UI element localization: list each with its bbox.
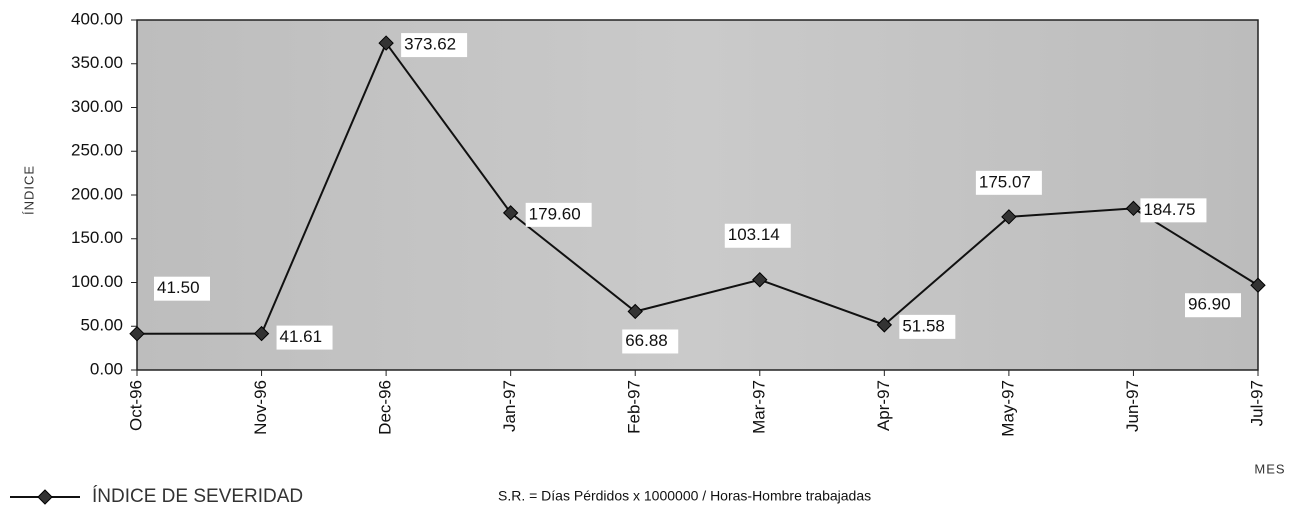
- series-line: [136, 41, 1259, 335]
- x-tick-label: Jan-97: [500, 380, 519, 432]
- x-tick-label: Mar-97: [749, 380, 768, 434]
- marker: [627, 303, 643, 320]
- y-tick-label: 400.00: [71, 9, 123, 28]
- legend-label: ÍNDICE DE SEVERIDAD: [92, 486, 303, 507]
- x-tick-label: Dec-96: [376, 380, 395, 435]
- marker: [253, 325, 270, 342]
- marker: [1001, 209, 1017, 225]
- value-label-box: [401, 33, 468, 58]
- y-tick-label: 100.00: [71, 272, 123, 291]
- y-tick-label: 350.00: [71, 53, 123, 72]
- value-label-box: [1185, 293, 1241, 318]
- value-label-box: [724, 223, 791, 248]
- value-label: 184.75: [1143, 200, 1195, 219]
- x-tick-label: Nov-96: [251, 380, 270, 435]
- marker: [876, 317, 893, 333]
- value-label-box: [622, 329, 679, 354]
- note: S.R. = Días Pérdidos x 1000000 / Horas-H…: [498, 488, 871, 504]
- y-tick-label: 0.00: [90, 359, 123, 378]
- x-tick-label: May-97: [998, 380, 1017, 437]
- x-tick-label: Apr-97: [874, 380, 893, 431]
- x-tick-label: Feb-97: [625, 380, 644, 434]
- value-label-box: [154, 276, 210, 301]
- value-label: 51.58: [902, 316, 945, 335]
- x-tick-label: Jul-97: [1247, 380, 1266, 426]
- value-label-box: [975, 170, 1042, 195]
- y-tick-label: 50.00: [80, 316, 123, 335]
- y-tick-label: 300.00: [71, 97, 123, 116]
- value-label: 373.62: [404, 35, 456, 54]
- legend-marker: [37, 489, 53, 505]
- value-label: 175.07: [979, 172, 1031, 191]
- value-label: 103.14: [728, 225, 780, 244]
- y-tick-label: 250.00: [71, 141, 123, 160]
- marker: [752, 272, 768, 288]
- value-label: 96.90: [1188, 295, 1231, 314]
- marker: [1250, 277, 1266, 293]
- y-tick-label: 150.00: [71, 228, 123, 247]
- value-label-box: [276, 325, 333, 350]
- x-tick-label: Oct-96: [126, 380, 145, 431]
- value-label-box: [899, 314, 956, 339]
- y-axis-title: ÍNDICE: [21, 165, 36, 215]
- value-label: 41.50: [157, 278, 200, 297]
- plot-area: [136, 19, 1259, 371]
- value-label: 179.60: [529, 204, 581, 223]
- value-label: 66.88: [625, 331, 668, 350]
- value-label-box: [1140, 198, 1207, 223]
- x-axis-title: MES: [1254, 461, 1285, 476]
- marker: [129, 325, 145, 342]
- marker: [378, 35, 394, 51]
- marker: [502, 205, 519, 221]
- value-label-box: [525, 202, 592, 227]
- marker: [1125, 200, 1142, 217]
- value-label: 41.61: [280, 327, 323, 346]
- y-tick-label: 200.00: [71, 184, 123, 203]
- x-tick-label: Jun-97: [1123, 380, 1142, 432]
